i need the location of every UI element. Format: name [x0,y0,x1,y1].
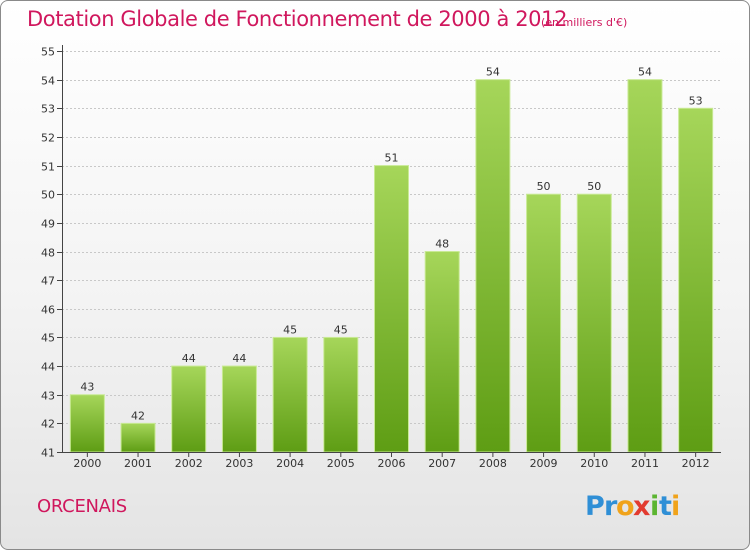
bar [120,422,156,453]
y-tick-label: 49 [41,218,55,231]
commune-name: ORCENAIS [37,496,127,517]
y-tick-label: 45 [41,332,55,345]
data-label: 43 [80,381,94,394]
data-label: 53 [689,94,703,107]
bar [475,79,511,453]
proxiti-logo: P r o x i t i [585,491,680,521]
x-tick-label: 2005 [327,457,355,470]
y-tick-label: 47 [41,275,55,288]
bar [576,193,612,453]
data-label: 44 [182,352,196,365]
x-tick-label: 2011 [631,457,659,470]
x-tick-label: 2009 [530,457,558,470]
chart-subtitle: (en milliers d'€) [541,16,628,29]
svg-text:P: P [585,491,605,521]
x-tick-label: 2006 [378,457,406,470]
y-tick-label: 46 [41,304,55,317]
x-tick-label: 2007 [428,457,456,470]
x-tick-label: 2008 [479,457,507,470]
bar [424,251,460,453]
x-tick-label: 2000 [73,457,101,470]
bar [323,336,359,453]
bar [374,165,409,453]
x-tick-label: 2004 [276,457,304,470]
svg-text:o: o [616,491,635,521]
data-label: 54 [638,66,652,79]
y-tick-label: 55 [41,46,55,59]
bar [272,336,308,453]
y-tick-label: 43 [41,390,55,403]
svg-text:i: i [650,491,659,521]
axis-layer: 41 42 43 44 45 46 47 48 49 50 51 52 53 54 55 2000 2001 20… [41,45,721,470]
svg-text:r: r [604,491,618,521]
data-label: 50 [587,180,601,193]
y-tick-label: 41 [41,447,55,460]
svg-text:t: t [659,491,672,521]
y-tick-label: 54 [41,75,55,88]
y-tick-label: 51 [41,161,55,174]
bar [526,193,562,453]
svg-text:i: i [671,491,680,521]
svg-text:x: x [633,491,650,521]
y-tick-label: 42 [41,418,55,431]
chart-title: Dotation Globale de Fonctionnement de 20… [27,7,568,31]
x-tick-label: 2003 [225,457,253,470]
data-label: 44 [232,352,246,365]
x-tick-label: 2002 [175,457,203,470]
bars-layer: 43 42 44 44 45 45 51 48 54 50 50 54 53 [69,66,714,453]
data-label: 54 [486,66,500,79]
data-label: 51 [385,152,399,165]
x-tick-label: 2010 [580,457,608,470]
data-label: 45 [283,323,297,336]
y-tick-label: 50 [41,189,55,202]
data-label: 50 [537,180,551,193]
data-label: 45 [334,323,348,336]
bar [678,107,714,453]
bar [627,79,663,453]
x-tick-label: 2001 [124,457,152,470]
data-label: 48 [435,238,449,251]
y-tick-label: 52 [41,132,55,145]
x-tick-label: 2012 [682,457,710,470]
bar [171,365,207,453]
y-tick-label: 53 [41,103,55,116]
y-tick-label: 44 [41,361,55,374]
bar [69,394,105,453]
data-label: 42 [131,409,145,422]
bar [221,365,257,453]
y-tick-label: 48 [41,247,55,260]
